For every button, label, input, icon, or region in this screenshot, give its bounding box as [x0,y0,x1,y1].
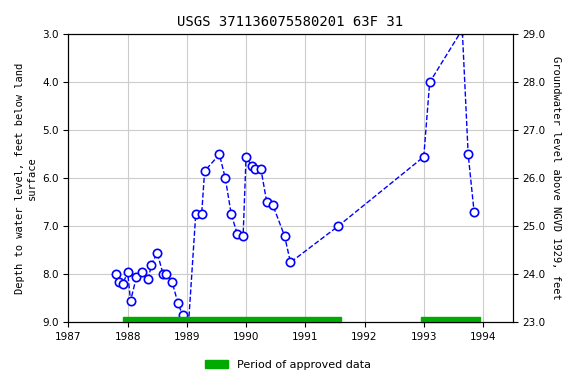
Y-axis label: Depth to water level, feet below land
surface: Depth to water level, feet below land su… [15,63,37,294]
Title: USGS 371136075580201 63F 31: USGS 371136075580201 63F 31 [177,15,404,29]
Bar [421,317,480,323]
Y-axis label: Groundwater level above NGVD 1929, feet: Groundwater level above NGVD 1929, feet [551,56,561,300]
Bar [123,317,341,323]
Legend: Period of approved data: Period of approved data [201,356,375,375]
